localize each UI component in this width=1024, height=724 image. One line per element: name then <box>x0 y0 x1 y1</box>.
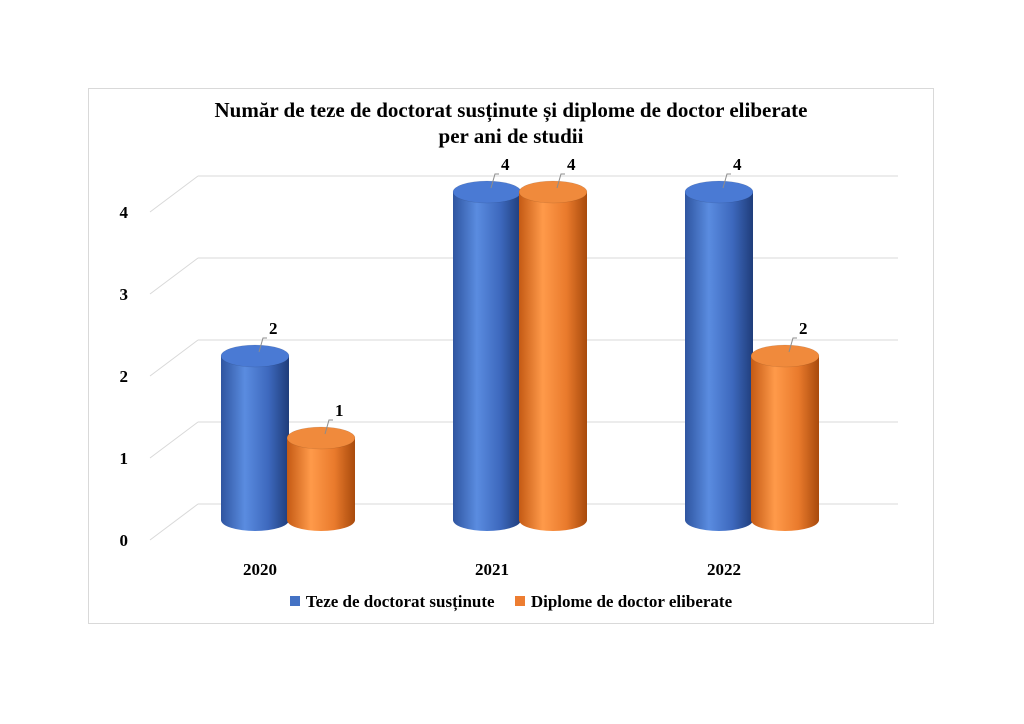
y-tick-label: 1 <box>120 449 129 468</box>
data-label-leader <box>490 173 499 189</box>
bar-1-2020 <box>220 344 290 531</box>
gridline-diagonal <box>149 339 199 377</box>
bar-top <box>684 180 754 204</box>
bar-top <box>518 180 588 204</box>
data-label: 1 <box>335 401 344 420</box>
data-label: 4 <box>733 155 742 174</box>
legend-label-series-2: Diplome de doctor eliberate <box>530 592 733 611</box>
y-tick-label: 2 <box>120 367 129 386</box>
gridline-diagonal <box>149 257 199 295</box>
data-label-leader <box>556 173 565 189</box>
bar-top <box>286 426 356 450</box>
data-label-leader <box>722 173 731 189</box>
gridline-diagonal <box>149 421 199 459</box>
gridline-diagonal <box>149 503 199 541</box>
legend: Teze de doctorat susținute Diplome de do… <box>88 592 934 612</box>
bar-body <box>453 192 521 531</box>
bar-2-2020 <box>286 426 356 531</box>
data-label-leader <box>324 419 333 435</box>
data-label-leader <box>788 337 797 353</box>
chart-title: Număr de teze de doctorat susținute și d… <box>88 97 934 149</box>
data-label: 2 <box>799 319 808 338</box>
bar-1-2021 <box>452 180 522 531</box>
legend-swatch-blue <box>289 596 300 606</box>
bar-body <box>287 438 355 531</box>
x-tick-label: 2022 <box>707 560 741 579</box>
bar-top <box>750 344 820 368</box>
bar-1-2022 <box>684 180 754 531</box>
data-label: 4 <box>567 155 576 174</box>
data-label: 2 <box>269 319 278 338</box>
legend-swatch-orange <box>514 596 525 606</box>
chart-title-line-2: per ani de studii <box>438 124 584 148</box>
bar-top <box>220 344 290 368</box>
legend-item-series-1: Teze de doctorat susținute <box>289 592 495 612</box>
y-tick-label: 4 <box>120 203 129 222</box>
bar-top <box>452 180 522 204</box>
bar-body <box>685 192 753 531</box>
data-label: 4 <box>501 155 510 174</box>
bar-body <box>519 192 587 531</box>
x-tick-label: 2021 <box>475 560 509 579</box>
y-tick-label: 3 <box>120 285 129 304</box>
bar-body <box>221 356 289 531</box>
legend-label-series-1: Teze de doctorat susținute <box>305 592 495 611</box>
bar-2-2021 <box>518 180 588 531</box>
bar-body <box>751 356 819 531</box>
x-tick-label: 2020 <box>243 560 277 579</box>
gridline-diagonal <box>149 175 199 213</box>
data-label-leader <box>258 337 267 353</box>
legend-item-series-2: Diplome de doctor eliberate <box>514 592 733 612</box>
bar-2-2022 <box>750 344 820 531</box>
y-tick-label: 0 <box>120 531 129 550</box>
chart-title-line-1: Număr de teze de doctorat susținute și d… <box>214 98 808 122</box>
